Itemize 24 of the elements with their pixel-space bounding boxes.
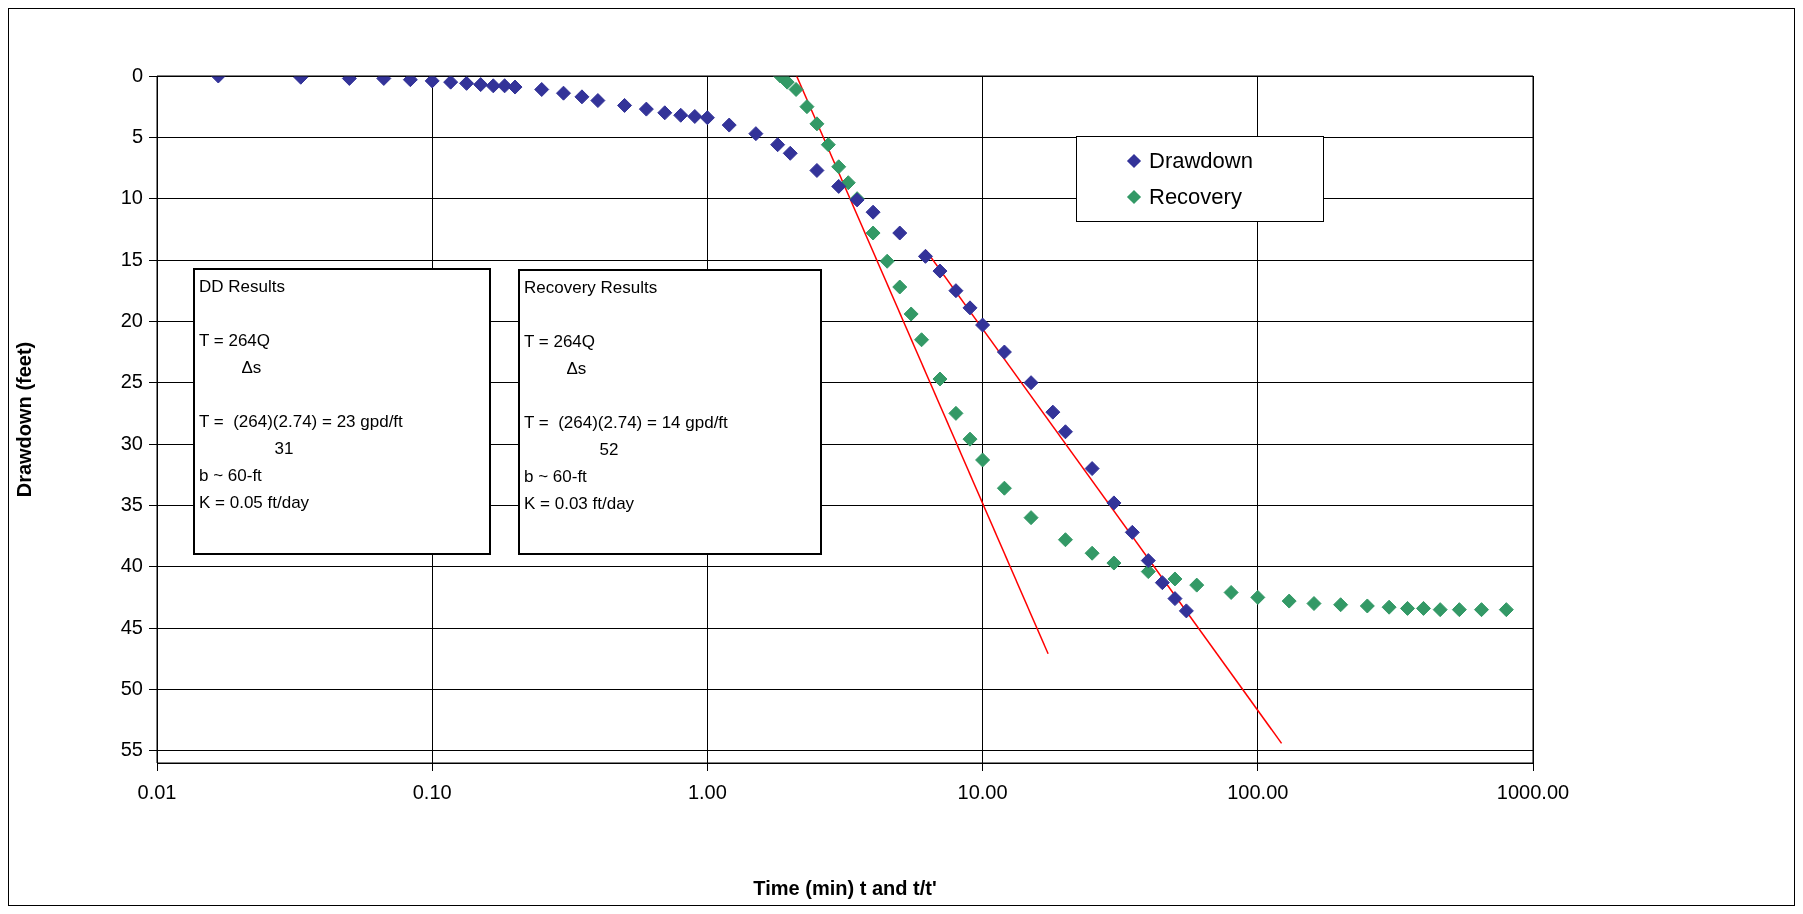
note-box: DD Results T = 264Q Δs T = (264)(2.74) = 23 gpd/ft 31 b ~ 60-ft K = 0.05 ft/day — [193, 268, 491, 555]
x-axis-title: Time (min) t and t/t' — [753, 876, 937, 899]
legend-label: Drawdown — [1149, 148, 1253, 174]
x-tick-label: 0.10 — [412, 780, 452, 803]
x-tick-label: 1000.00 — [1496, 780, 1570, 803]
y-tick-label: 45 — [120, 615, 143, 638]
y-axis-title: Drawdown (feet) — [12, 341, 35, 498]
x-tick-label: 100.00 — [1227, 780, 1289, 803]
note-box: Recovery Results T = 264Q Δs T = (264)(2.74) = 14 gpd/ft 52 b ~ 60-ft K = 0.03 ft/day — [518, 269, 822, 555]
y-tick-label: 40 — [120, 554, 143, 577]
y-tick-label: 15 — [120, 247, 143, 270]
y-tick-label: 0 — [131, 63, 143, 86]
x-tick-label: 10.00 — [957, 780, 1008, 803]
y-tick-label: 10 — [120, 186, 143, 209]
y-tick-label: 30 — [120, 431, 143, 454]
x-tick-label: 1.00 — [687, 780, 727, 803]
y-tick-label: 25 — [120, 370, 143, 393]
y-tick-label: 35 — [120, 492, 143, 515]
legend-label: Recovery — [1149, 184, 1242, 210]
y-tick-label: 20 — [120, 308, 143, 331]
y-tick-label: 50 — [120, 676, 143, 699]
y-tick-label: 5 — [131, 124, 143, 147]
y-tick-label: 55 — [120, 738, 143, 761]
x-tick-label: 0.01 — [137, 780, 177, 803]
